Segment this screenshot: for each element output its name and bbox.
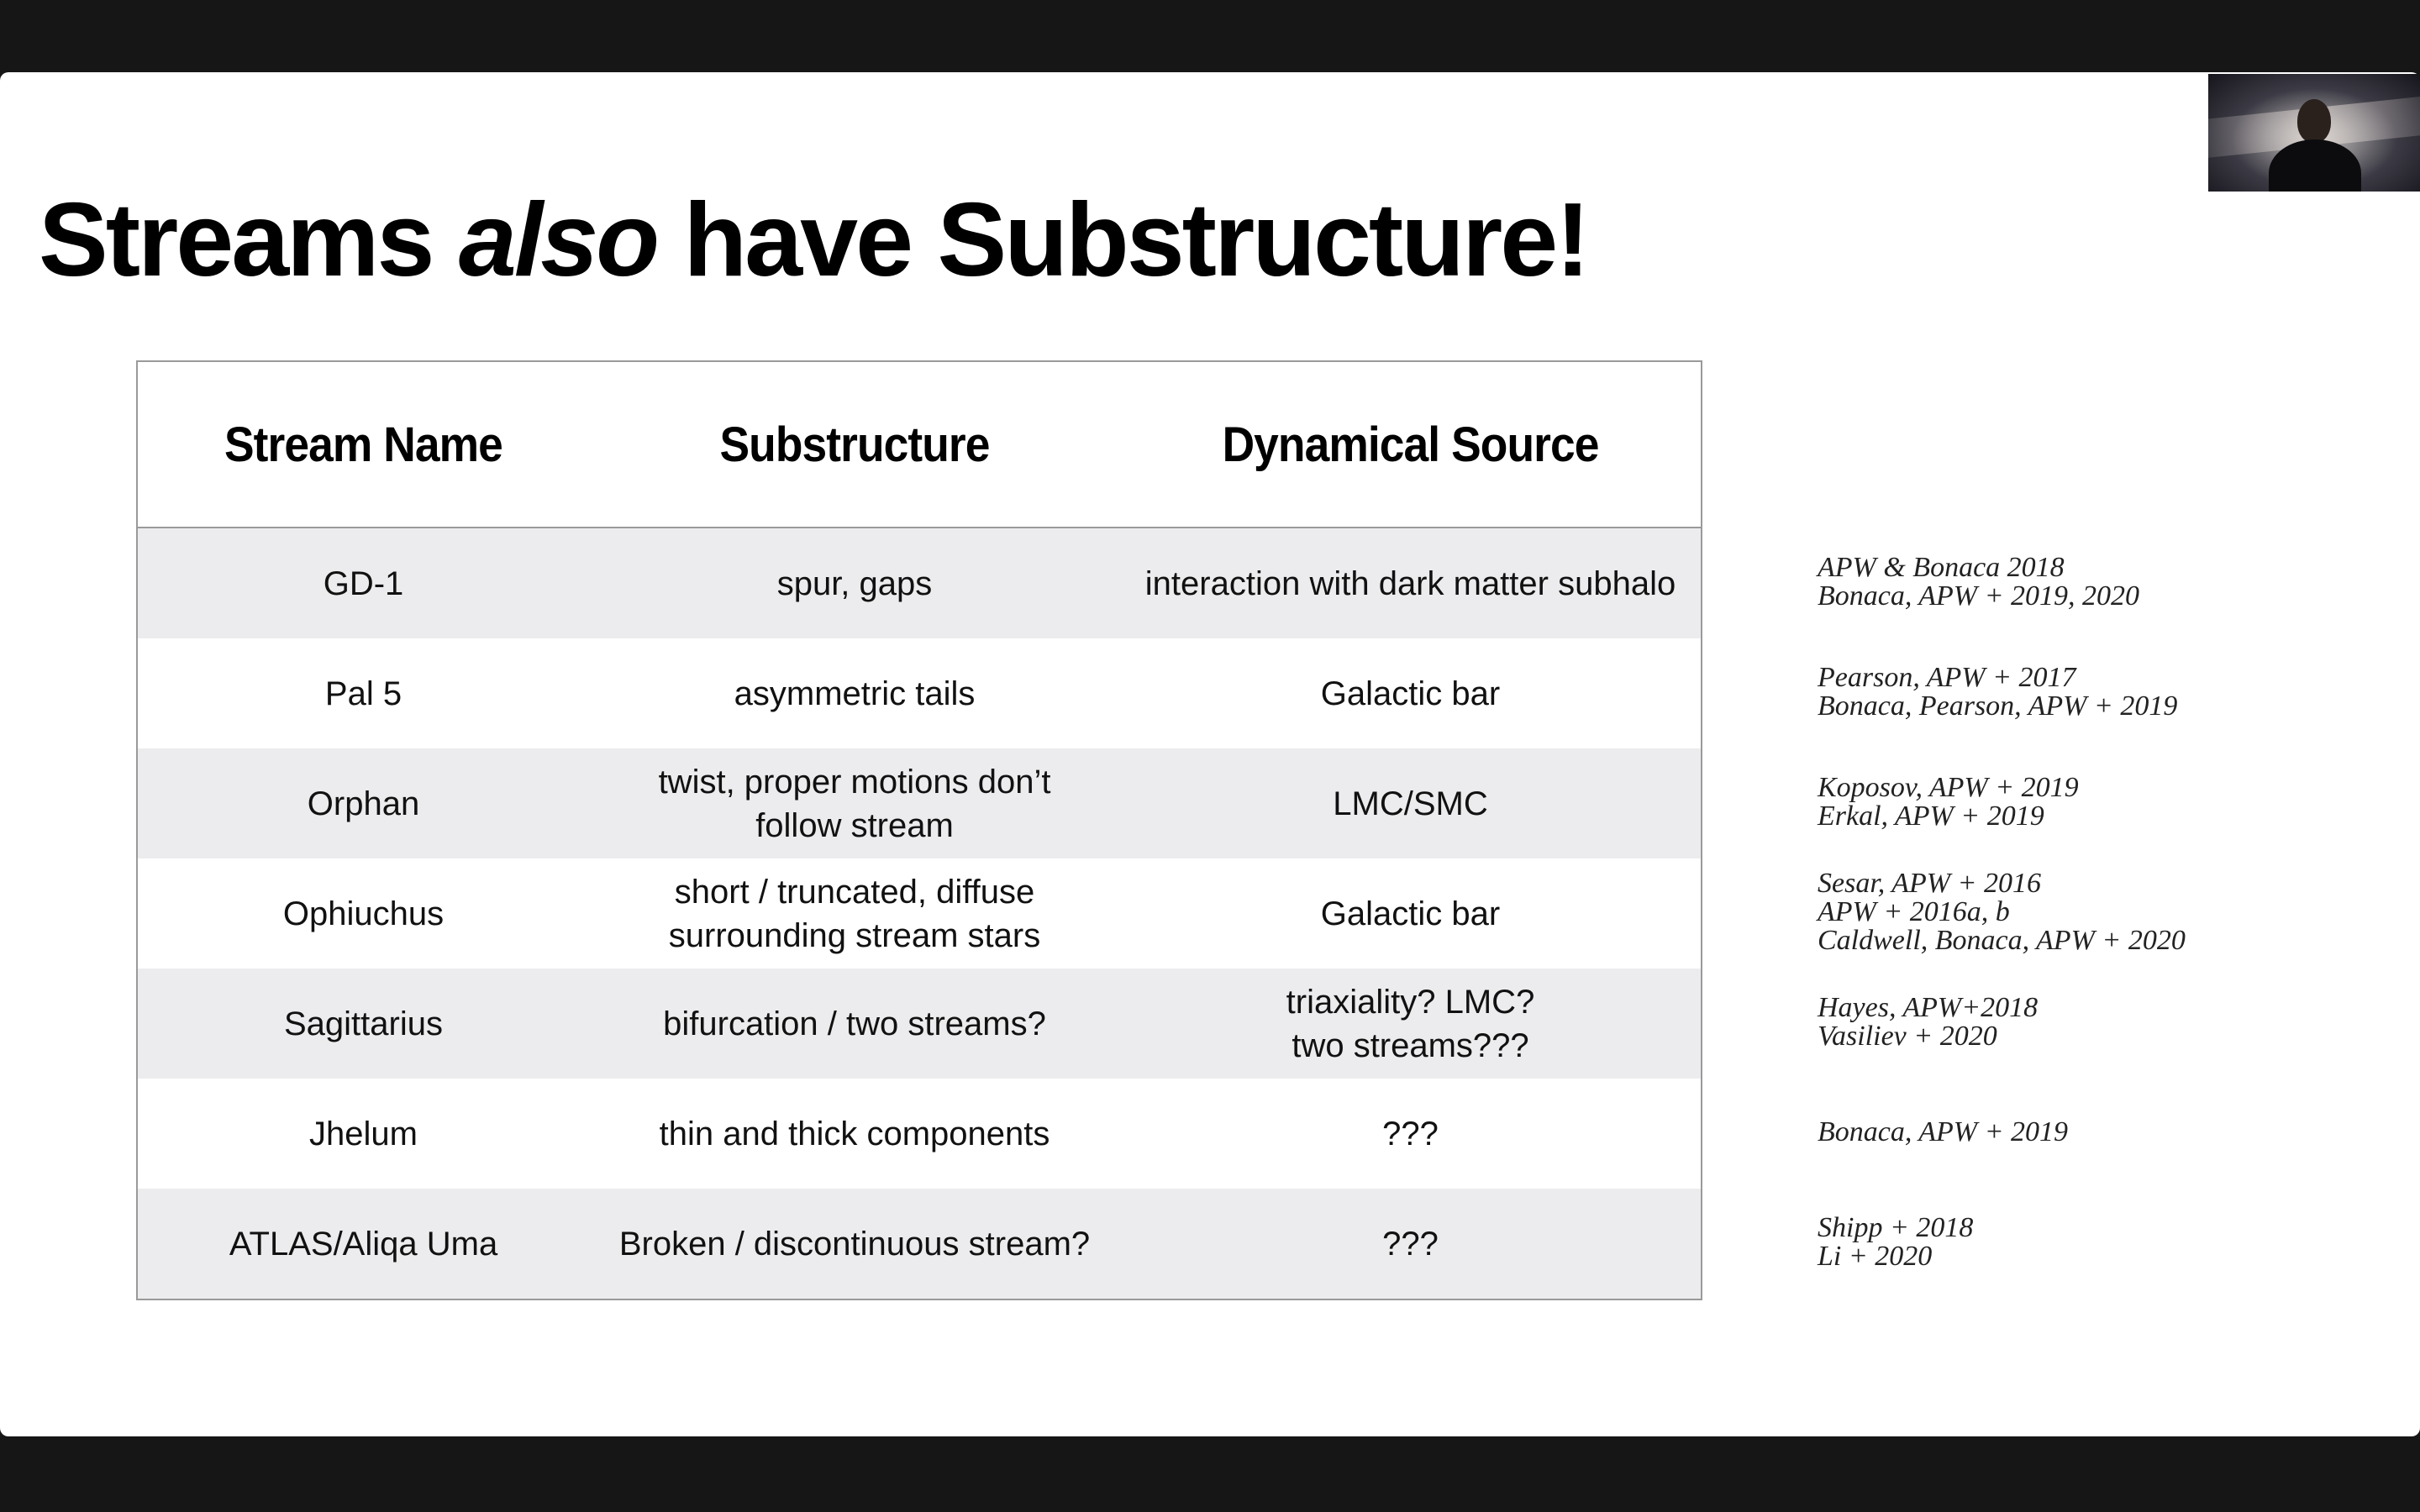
cell-line: bifurcation / two streams? — [663, 1005, 1046, 1042]
table-row: ATLAS/Aliqa Uma Broken / discontinuous st… — [137, 1189, 1702, 1299]
table-row: GD-1 spur, gaps interaction with dark matt… — [137, 528, 1702, 638]
reference-block: Koposov, APW + 2019 Erkal, APW + 2019 — [1818, 771, 2079, 832]
table-body: GD-1 spur, gaps interaction with dark matt… — [137, 528, 1702, 1299]
cell-line: spur, gaps — [776, 564, 933, 602]
reference-block: Bonaca, APW + 2019 — [1818, 1116, 2069, 1147]
reference-line: Hayes, APW+2018 — [1818, 991, 2039, 1023]
table-row: Jhelum thin and thick components??? — [137, 1079, 1702, 1189]
cell-line: Broken / discontinuous stream? — [618, 1225, 1091, 1263]
table-row: Sagittarius bifurcation / two streams? tri… — [137, 969, 1702, 1079]
reference-line: Sesar, APW + 2016 — [1818, 867, 2041, 899]
table-header-row: Stream Name Substructure Dynamical Sourc… — [137, 361, 1702, 528]
cell-dynamical-source: LMC/SMC — [1120, 748, 1702, 858]
reference-block: Sesar, APW + 2016 APW + 2016a, b Caldwell,… — [1818, 869, 2186, 955]
reference-line: Bonaca, APW + 2019 — [1818, 1116, 2069, 1147]
cell-line: LMC/SMC — [1333, 785, 1488, 822]
reference-line: APW + 2016a, b — [1818, 895, 2010, 927]
title-emphasis: also — [458, 182, 660, 298]
reference-line: Erkal, APW + 2019 — [1818, 800, 2044, 832]
cell-line: thin and thick components — [659, 1115, 1050, 1152]
header-stream-name: Stream Name — [155, 361, 571, 528]
cell-line: ??? — [1382, 1115, 1439, 1152]
reference-line: Vasiliev + 2020 — [1818, 1020, 1997, 1052]
cell-stream-name: Sagittarius — [137, 969, 589, 1079]
cell-line: surrounding stream stars — [668, 916, 1041, 954]
cell-dynamical-source: triaxiality? LMC? two streams??? — [1120, 969, 1702, 1079]
header-dynamical-source: Dynamical Source — [1143, 361, 1679, 528]
table-row: Orphan twist, proper motions don’t follow … — [137, 748, 1702, 858]
reference-line: Caldwell, Bonaca, APW + 2020 — [1818, 924, 2186, 956]
cell-line: Galactic bar — [1320, 675, 1501, 712]
cell-substructure: spur, gaps — [589, 528, 1120, 638]
cell-line: follow stream — [755, 806, 954, 844]
slide-title: Streams also have Substructure! — [39, 182, 1590, 298]
cell-stream-name: ATLAS/Aliqa Uma — [137, 1189, 589, 1299]
cell-dynamical-source: Galactic bar — [1120, 858, 1702, 969]
reference-line: Bonaca, Pearson, APW + 2019 — [1818, 690, 2178, 722]
cell-stream-name: GD-1 — [137, 528, 589, 638]
reference-block: Shipp + 2018 Li + 2020 — [1818, 1211, 1974, 1272]
cell-line: triaxiality? LMC? — [1286, 983, 1535, 1021]
reference-block: Hayes, APW+2018 Vasiliev + 2020 — [1818, 991, 2039, 1052]
cell-substructure: twist, proper motions don’t follow stream — [589, 748, 1120, 858]
cell-substructure: bifurcation / two streams? — [589, 969, 1120, 1079]
reference-block: Pearson, APW + 2017 Bonaca, Pearson, APW … — [1818, 661, 2178, 722]
reference-block: APW & Bonaca 2018 Bonaca, APW + 2019, 202… — [1818, 551, 2140, 612]
header-substructure: Substructure — [610, 361, 1099, 528]
reference-line: Koposov, APW + 2019 — [1818, 771, 2079, 803]
reference-line: Pearson, APW + 2017 — [1818, 661, 2076, 693]
presenter-video-thumbnail[interactable] — [2208, 74, 2420, 192]
cell-dynamical-source: ??? — [1120, 1189, 1702, 1299]
cell-line: two streams??? — [1292, 1026, 1529, 1064]
cell-line: Galactic bar — [1320, 895, 1501, 932]
reference-line: Li + 2020 — [1818, 1240, 1933, 1272]
cell-stream-name: Orphan — [137, 748, 589, 858]
cell-dynamical-source: Galactic bar — [1120, 638, 1702, 748]
presenter-body — [2269, 139, 2361, 192]
cell-line: ??? — [1382, 1225, 1439, 1263]
reference-line: APW & Bonaca 2018 — [1818, 551, 2065, 583]
cell-line: asymmetric tails — [734, 675, 976, 712]
cell-line: short / truncated, diffuse — [674, 873, 1035, 911]
reference-line: Bonaca, APW + 2019, 2020 — [1818, 580, 2140, 612]
cell-substructure: asymmetric tails — [589, 638, 1120, 748]
cell-dynamical-source: ??? — [1120, 1079, 1702, 1189]
cell-stream-name: Pal 5 — [137, 638, 589, 748]
streams-table: Stream Name Substructure Dynamical Sourc… — [136, 360, 1702, 1300]
cell-line: interaction with dark matter subhalo — [1144, 564, 1676, 602]
cell-stream-name: Ophiuchus — [137, 858, 589, 969]
table-row: Pal 5 asymmetric tails Galactic bar — [137, 638, 1702, 748]
cell-substructure: Broken / discontinuous stream? — [589, 1189, 1120, 1299]
cell-substructure: short / truncated, diffuse surrounding st… — [589, 858, 1120, 969]
table-row: Ophiuchus short / truncated, diffuse surro… — [137, 858, 1702, 969]
cell-stream-name: Jhelum — [137, 1079, 589, 1189]
presenter-head — [2297, 99, 2331, 143]
cell-substructure: thin and thick components — [589, 1079, 1120, 1189]
cell-line: twist, proper motions don’t — [658, 763, 1051, 801]
cell-dynamical-source: interaction with dark matter subhalo — [1120, 528, 1702, 638]
reference-line: Shipp + 2018 — [1818, 1211, 1974, 1243]
